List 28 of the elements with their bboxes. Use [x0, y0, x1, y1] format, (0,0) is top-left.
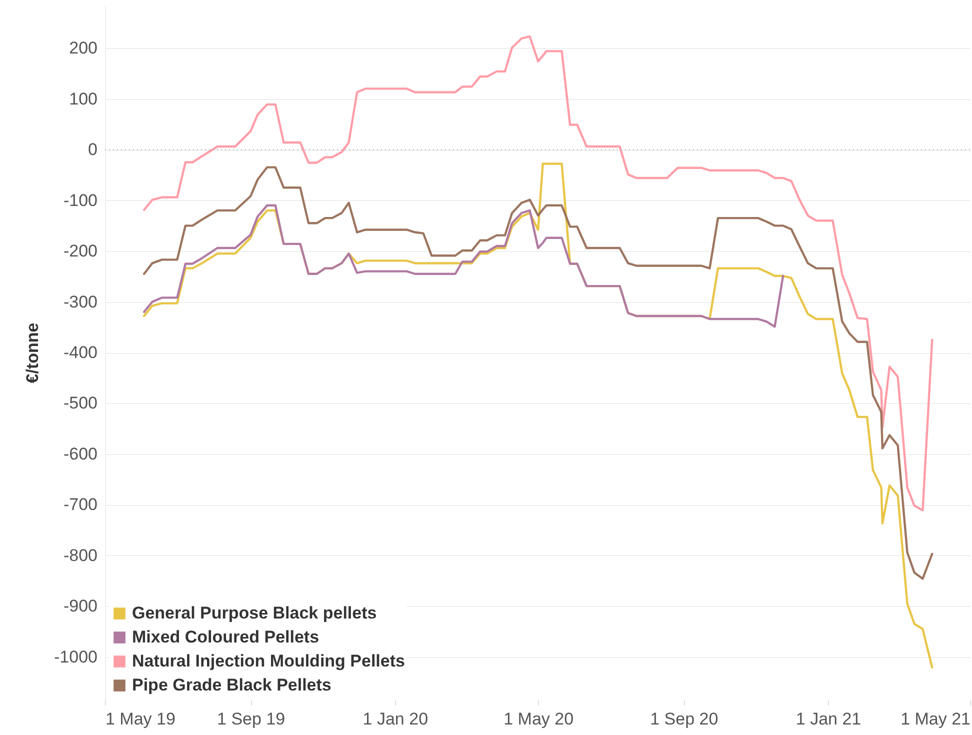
y-tick-label: -400	[63, 343, 98, 362]
y-tick-label: -900	[63, 596, 98, 616]
y-tick-label: 0	[88, 140, 98, 160]
line-series	[142, 166, 934, 580]
x-tick-label: 1 May 21	[900, 710, 970, 728]
y-tick-label: -100	[63, 190, 98, 210]
y-tick-label: -800	[63, 546, 98, 565]
x-tick-label: 1 Jan 21	[796, 710, 862, 728]
legend-label: Natural Injection Moulding Pellets	[132, 652, 405, 670]
y-tick-label: 100	[69, 89, 98, 108]
x-tick-label: 1 Sep 19	[217, 710, 286, 728]
legend-label: Pipe Grade Black Pellets	[132, 676, 332, 694]
y-axis-title: €/tonne	[23, 322, 42, 384]
y-tick-label: -600	[63, 444, 98, 464]
x-tick-label: 1 May 19	[106, 710, 176, 728]
y-tick-label: -700	[63, 495, 98, 514]
y-tick-label: -200	[63, 242, 98, 261]
y-tick-label: -1000	[54, 647, 98, 666]
x-tick-label: 1 Sep 20	[650, 710, 718, 728]
line-series	[142, 35, 934, 512]
y-tick-label: 200	[69, 38, 98, 58]
legend-label: Mixed Coloured Pellets	[132, 628, 320, 646]
line-series	[142, 204, 784, 328]
legend-label: General Purpose Black pellets	[132, 604, 377, 622]
x-tick-label: 1 May 20	[504, 710, 574, 728]
x-tick-label: 1 Jan 20	[362, 710, 428, 728]
y-tick-label: -500	[63, 394, 98, 413]
y-tick-label: -300	[63, 292, 98, 312]
